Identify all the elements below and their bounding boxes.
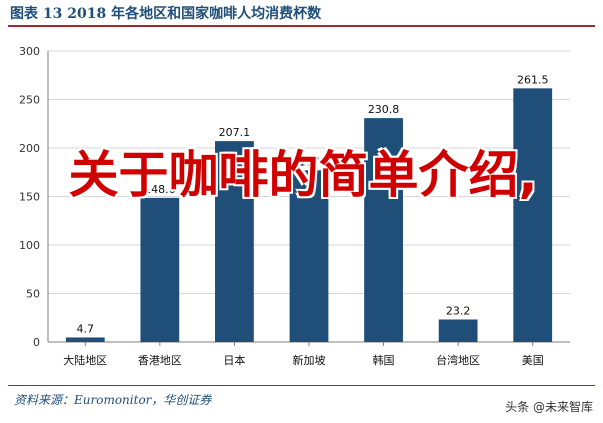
- y-tick-label: 150: [19, 191, 40, 204]
- title-bar: 图表 13 2018 年各地区和国家咖啡人均消费杯数: [0, 0, 603, 28]
- bar-value-label: 177: [299, 155, 320, 168]
- bar: [215, 141, 254, 342]
- figure-title: 图表 13 2018 年各地区和国家咖啡人均消费杯数: [10, 6, 322, 22]
- bar: [364, 118, 403, 343]
- source-divider: [8, 385, 595, 386]
- source-note: 资料来源：Euromonitor，华创证券: [14, 393, 212, 407]
- axis-layer: 0 50 100 150 200 250 300: [19, 45, 570, 349]
- watermark: 头条 @未来智库: [505, 400, 593, 414]
- x-category-label: 日本: [223, 353, 245, 367]
- y-tick-label: 100: [19, 239, 40, 252]
- bar: [140, 197, 180, 342]
- x-category-label: 大陆地区: [63, 353, 107, 367]
- bar-chart: 0 50 100 150 200 250 300 4.7 大陆地区 148.6 香港地区 207.1…: [19, 45, 570, 367]
- y-tick-label: 200: [19, 142, 40, 155]
- title-divider: [8, 25, 595, 27]
- bar-value-label: 148.6: [144, 183, 176, 196]
- bar: [289, 170, 329, 342]
- bar-value-label: 230.8: [368, 103, 400, 116]
- y-tick-label: 300: [19, 45, 40, 58]
- x-category-label: 美国: [522, 354, 544, 367]
- bar-value-label: 261.5: [517, 73, 549, 86]
- bar: [438, 319, 478, 342]
- x-category-label: 新加坡: [293, 353, 326, 367]
- bar-value-label: 23.2: [446, 304, 471, 317]
- label-layer: 4.7 大陆地区 148.6 香港地区 207.1 日本 177 新加坡 230.8 韩国 23.2…: [63, 73, 548, 367]
- bar: [513, 88, 553, 342]
- bar-layer: [65, 88, 553, 343]
- overlay-caption: 关于咖啡的简单介绍,: [68, 146, 538, 204]
- y-tick-label: 0: [33, 336, 40, 349]
- bar-value-label: 4.7: [77, 322, 95, 335]
- bar: [65, 337, 105, 342]
- x-category-label: 台湾地区: [436, 353, 480, 367]
- y-tick-label: 50: [26, 288, 40, 301]
- x-category-label: 香港地区: [138, 354, 182, 367]
- x-category-label: 韩国: [373, 353, 395, 367]
- bar-value-label: 207.1: [219, 126, 251, 139]
- y-tick-label: 250: [19, 94, 40, 107]
